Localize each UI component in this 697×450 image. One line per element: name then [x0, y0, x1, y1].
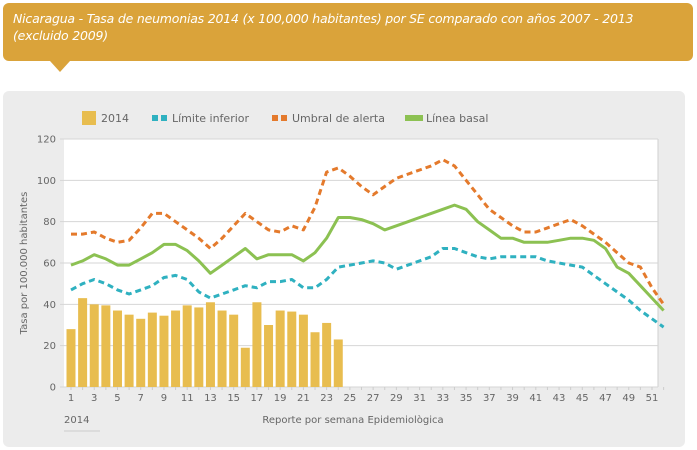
x-tick-label: 37	[483, 393, 496, 404]
bar-2014	[322, 323, 331, 387]
bar-2014	[171, 311, 180, 387]
legend-label-baseline: Línea basal	[426, 112, 488, 125]
x-tick-label: 43	[553, 393, 566, 404]
bar-2014	[67, 329, 76, 387]
x-tick-label: 19	[274, 393, 287, 404]
x-tick-label: 9	[161, 393, 167, 404]
legend-swatch-baseline	[405, 115, 423, 121]
bar-2014	[183, 305, 192, 387]
y-tick-label: 60	[43, 259, 56, 270]
x-tick-label: 27	[367, 393, 380, 404]
bar-2014	[206, 302, 215, 387]
bar-2014	[264, 325, 273, 387]
bar-2014	[148, 313, 157, 387]
x-axis-label: Reporte por semana Epidemiològica	[262, 414, 443, 426]
x-tick-label: 5	[114, 393, 120, 404]
legend-swatch-alert-1	[272, 115, 278, 121]
legend-swatch-lower-2	[161, 115, 167, 121]
y-tick-label: 80	[43, 217, 56, 228]
x-tick-label: 21	[297, 393, 310, 404]
legend-label-2014: 2014	[101, 112, 129, 125]
y-tick-labels: 0 20 40 60 80 100 120	[37, 135, 56, 394]
x-tick-label: 47	[599, 393, 612, 404]
x-tick-labels: 1 3 5 7 9 11 13 15 17 19 21 23 25 27 29 31 33 35 37 39 41 43 4…	[68, 387, 664, 404]
y-tick-label: 20	[43, 341, 56, 352]
bar-2014	[287, 312, 296, 387]
x-tick-label: 13	[204, 393, 217, 404]
y-tick-label: 40	[43, 300, 56, 311]
y-tick-label: 120	[37, 135, 56, 146]
y-tick-label: 100	[37, 176, 56, 187]
legend-swatch-2014	[82, 111, 96, 125]
y-axis-label: Tasa por 100.000 habitantes	[19, 192, 30, 336]
x-tick-label: 33	[436, 393, 449, 404]
bar-2014	[334, 339, 343, 387]
x-tick-label: 45	[576, 393, 589, 404]
x-tick-label: 23	[320, 393, 333, 404]
bar-2014	[159, 316, 168, 387]
bar-2014	[252, 302, 261, 387]
x-tick-label: 35	[460, 393, 473, 404]
x-tick-label: 39	[506, 393, 519, 404]
x-tick-label: 3	[91, 393, 97, 404]
legend-swatch-lower-1	[152, 115, 158, 121]
bar-2014	[90, 304, 99, 387]
x-tick-label: 51	[646, 393, 659, 404]
x-tick-label: 49	[622, 393, 635, 404]
x-tick-label: 41	[529, 393, 542, 404]
x-tick-label: 31	[413, 393, 426, 404]
x-tick-label: 7	[138, 393, 144, 404]
x-caption-year: 2014	[64, 415, 89, 426]
bar-2014	[136, 319, 145, 387]
x-tick-label: 11	[181, 393, 194, 404]
bar-2014	[194, 307, 203, 387]
bar-2014	[218, 311, 227, 387]
x-tick-label: 29	[390, 393, 403, 404]
bar-2014	[125, 315, 134, 387]
bar-2014	[113, 311, 122, 387]
bar-2014	[241, 348, 250, 387]
bar-2014	[276, 311, 285, 387]
y-tick-label: 0	[50, 383, 56, 394]
legend-label-alert: Umbral de alerta	[292, 112, 385, 125]
legend-label-lower: Límite inferior	[172, 112, 250, 125]
x-tick-label: 1	[68, 393, 74, 404]
bar-2014	[101, 305, 110, 387]
legend-swatch-alert-2	[281, 115, 287, 121]
bar-2014	[311, 332, 320, 387]
x-tick-label: 15	[227, 393, 240, 404]
bar-2014	[299, 315, 308, 387]
bar-2014	[229, 315, 238, 387]
x-tick-label: 17	[251, 393, 264, 404]
bar-2014	[78, 298, 87, 387]
legend: 2014 Límite inferior Umbral de alerta Lí…	[82, 111, 488, 125]
x-tick-label: 25	[344, 393, 357, 404]
